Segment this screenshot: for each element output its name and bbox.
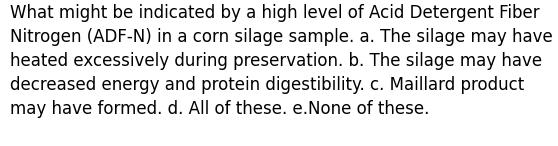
Text: What might be indicated by a high level of Acid Detergent Fiber
Nitrogen (ADF-N): What might be indicated by a high level … [10,4,553,118]
